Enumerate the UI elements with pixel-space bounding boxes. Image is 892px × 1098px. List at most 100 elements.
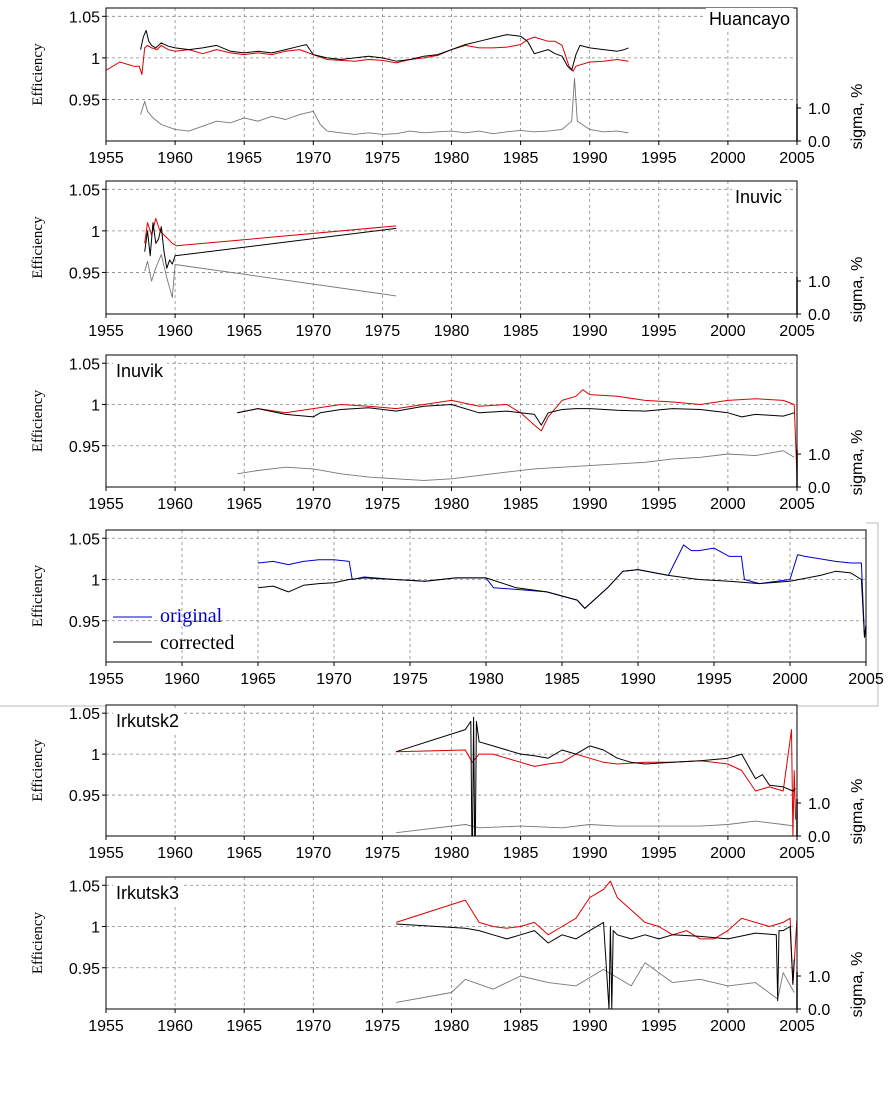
legend-corrected-label: corrected bbox=[160, 632, 234, 654]
y-tick-label: 0.95 bbox=[69, 788, 100, 805]
x-tick-label: 1955 bbox=[88, 496, 124, 513]
chart-panel-2: 1955 1960 1965 1970 1975 1980 1985 1990 1995 2000… bbox=[30, 180, 866, 340]
sigma-tick-label: 0.0 bbox=[808, 829, 830, 846]
x-tick-label: 1985 bbox=[503, 150, 539, 167]
x-tick-label: 1980 bbox=[434, 496, 470, 513]
y-tick-label: 1.05 bbox=[69, 9, 100, 26]
legend-original-label: original bbox=[160, 605, 223, 627]
y-tick-label: 0.95 bbox=[69, 92, 100, 109]
x-tick-label: 1995 bbox=[641, 845, 677, 862]
sigma-tick-label: 0.0 bbox=[808, 1002, 830, 1019]
original-efficiency-red-line bbox=[396, 880, 797, 985]
sigma-tick-label: 0.0 bbox=[808, 134, 830, 151]
x-tick-label: 1985 bbox=[544, 671, 580, 688]
x-tick-label: 1990 bbox=[572, 496, 608, 513]
chart-panel-5: 1955 1960 1965 1970 1975 1980 1985 1990 1995 2000… bbox=[30, 704, 866, 862]
x-tick-label: 1955 bbox=[88, 323, 124, 340]
y-tick-label: 1.05 bbox=[69, 706, 100, 723]
sigma-series-line bbox=[396, 962, 795, 1003]
x-tick-label: 1995 bbox=[641, 496, 677, 513]
y-tick-label: 1 bbox=[91, 51, 100, 68]
x-tick-label: 1980 bbox=[434, 845, 470, 862]
sigma-series-line bbox=[396, 820, 795, 834]
y-tick-label: 1 bbox=[91, 398, 100, 415]
x-tick-label: 1965 bbox=[226, 845, 262, 862]
chart-panel-4: 1955 1960 1965 1970 1975 1980 1985 1990 1995 2000… bbox=[30, 529, 884, 688]
x-tick-label: 1975 bbox=[365, 150, 401, 167]
sigma-tick-label: 0.0 bbox=[808, 480, 830, 497]
x-tick-label: 2005 bbox=[779, 845, 815, 862]
station-name-label: Inuvic bbox=[735, 187, 782, 207]
x-tick-label: 1990 bbox=[572, 1018, 608, 1035]
corrected-series-line bbox=[396, 716, 796, 836]
station-name-label: Irkutsk2 bbox=[116, 711, 179, 731]
sigma-tick-label: 1.0 bbox=[808, 274, 830, 291]
x-tick-label: 1970 bbox=[296, 1018, 332, 1035]
x-tick-label: 1960 bbox=[157, 496, 193, 513]
sigma-axis-label: sigma, % bbox=[849, 257, 866, 323]
x-tick-label: 1990 bbox=[620, 671, 656, 688]
x-tick-label: 2000 bbox=[710, 150, 746, 167]
chart-panel-3: 1955 1960 1965 1970 1975 1980 1985 1990 1995 2000… bbox=[30, 354, 866, 513]
station-label-background bbox=[113, 882, 183, 904]
y-tick-label: 1.05 bbox=[69, 878, 100, 895]
x-tick-label: 1975 bbox=[365, 1018, 401, 1035]
x-tick-label: 2005 bbox=[848, 671, 884, 688]
y-tick-label: 1.05 bbox=[69, 356, 100, 373]
station-label-background bbox=[731, 186, 785, 208]
x-tick-label: 1980 bbox=[434, 150, 470, 167]
y-tick-label: 0.95 bbox=[69, 265, 100, 282]
x-tick-label: 1975 bbox=[365, 496, 401, 513]
y-axis-label: Efficiency bbox=[30, 911, 46, 974]
y-axis-label: Efficiency bbox=[30, 216, 46, 279]
x-tick-label: 1985 bbox=[503, 845, 539, 862]
x-tick-label: 1990 bbox=[572, 150, 608, 167]
x-tick-label: 1990 bbox=[572, 323, 608, 340]
x-tick-label: 1975 bbox=[365, 845, 401, 862]
x-tick-label: 2005 bbox=[779, 323, 815, 340]
x-tick-label: 1985 bbox=[503, 496, 539, 513]
station-label-background bbox=[113, 360, 168, 382]
y-tick-label: 1 bbox=[91, 573, 100, 590]
y-tick-label: 1 bbox=[91, 224, 100, 241]
x-tick-label: 2000 bbox=[710, 496, 746, 513]
original-efficiency-red-line bbox=[396, 729, 797, 836]
x-tick-label: 1980 bbox=[434, 1018, 470, 1035]
sigma-axis-label: sigma, % bbox=[849, 430, 866, 496]
corrected-series-line bbox=[237, 404, 795, 426]
x-tick-label: 1970 bbox=[296, 845, 332, 862]
station-name-label: Inuvik bbox=[116, 361, 164, 381]
x-tick-label: 1970 bbox=[296, 150, 332, 167]
x-tick-label: 1995 bbox=[641, 1018, 677, 1035]
sigma-tick-label: 1.0 bbox=[808, 969, 830, 986]
x-tick-label: 1960 bbox=[157, 150, 193, 167]
station-label-background bbox=[705, 8, 793, 30]
x-tick-label: 1960 bbox=[157, 1018, 193, 1035]
x-tick-label: 1980 bbox=[434, 323, 470, 340]
x-tick-label: 2005 bbox=[779, 150, 815, 167]
y-axis-label: Efficiency bbox=[30, 739, 46, 802]
x-tick-label: 2000 bbox=[772, 671, 808, 688]
corrected-series-line bbox=[140, 29, 629, 71]
y-axis-label: Efficiency bbox=[30, 43, 46, 106]
x-tick-label: 1995 bbox=[641, 150, 677, 167]
sigma-tick-label: 1.0 bbox=[808, 796, 830, 813]
x-tick-label: 2000 bbox=[710, 1018, 746, 1035]
x-tick-label: 1965 bbox=[226, 496, 262, 513]
y-tick-label: 0.95 bbox=[69, 961, 100, 978]
x-tick-label: 1965 bbox=[226, 1018, 262, 1035]
sigma-axis-label: sigma, % bbox=[849, 779, 866, 845]
chart-panel-1: 1955 1960 1965 1970 1975 1980 1985 1990 1995 2000… bbox=[30, 7, 866, 167]
y-tick-label: 1 bbox=[91, 920, 100, 937]
sigma-tick-label: 1.0 bbox=[808, 101, 830, 118]
station-name-label: Irkutsk3 bbox=[116, 883, 179, 903]
sigma-tick-label: 1.0 bbox=[808, 447, 830, 464]
x-tick-label: 1980 bbox=[468, 671, 504, 688]
x-tick-label: 2005 bbox=[779, 1018, 815, 1035]
x-tick-label: 1995 bbox=[641, 323, 677, 340]
x-tick-label: 1955 bbox=[88, 845, 124, 862]
x-tick-label: 1955 bbox=[88, 671, 124, 688]
sigma-series-line bbox=[140, 77, 629, 135]
x-tick-label: 1960 bbox=[157, 845, 193, 862]
